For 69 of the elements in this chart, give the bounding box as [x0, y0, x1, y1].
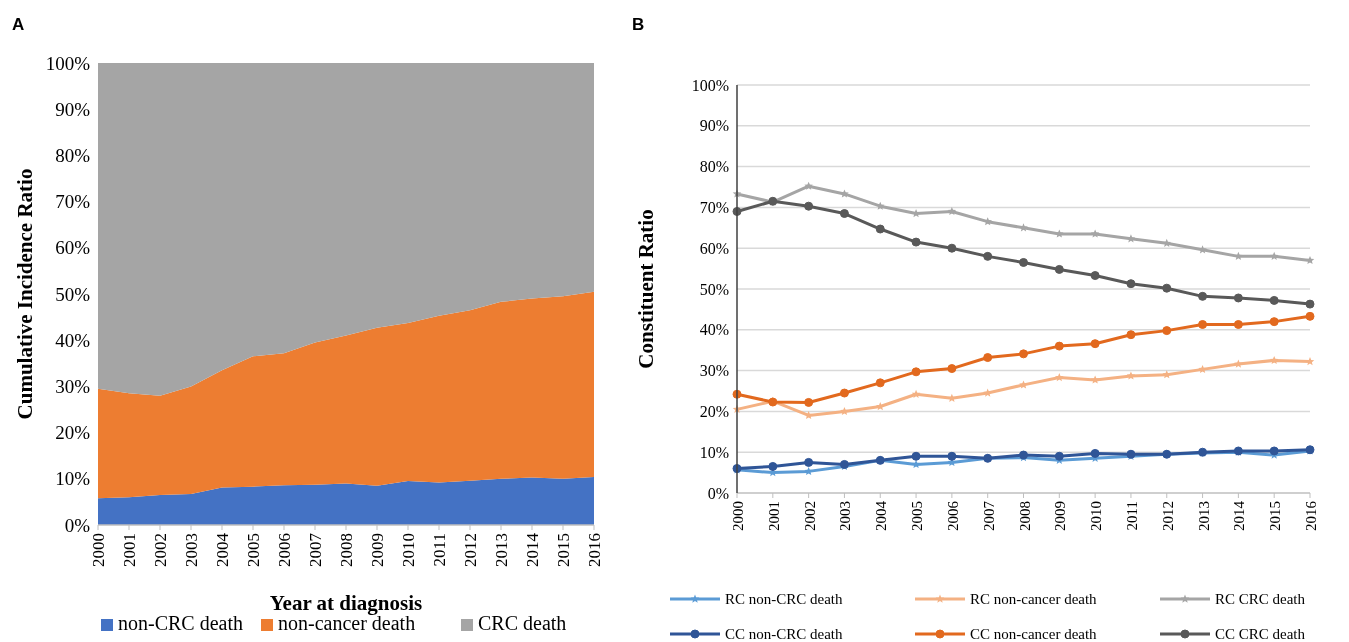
y-tick-label: 10% [55, 468, 91, 490]
y-tick-label: 80% [55, 145, 91, 167]
x-tick-label: 2006 [275, 533, 294, 567]
legend-label: RC non-CRC death [725, 591, 843, 607]
x-tick-label: 2016 [1303, 500, 1319, 531]
x-tick-label: 2013 [492, 533, 511, 567]
x-tick-label: 2009 [1052, 501, 1069, 531]
x-tick-label: 2005 [909, 501, 926, 531]
legend-label: CC non-CRC death [725, 626, 843, 642]
y-tick-label: 70% [55, 191, 91, 213]
x-tick-label: 2008 [1016, 501, 1033, 531]
y-tick-label: 10% [699, 443, 729, 461]
legend-label: CRC death [478, 612, 567, 634]
x-tick-label: 2005 [244, 533, 263, 567]
legend-label: RC non-cancer death [970, 591, 1098, 607]
x-tick-label: 2014 [523, 532, 542, 567]
y-tick-label: 20% [55, 422, 91, 444]
x-tick-label: 2015 [1267, 501, 1284, 531]
x-tick-label: 2007 [980, 500, 997, 531]
x-tick-label: 2012 [461, 533, 480, 567]
x-tick-label: 2008 [337, 533, 356, 567]
y-tick-label: 30% [55, 376, 91, 398]
y-tick-label: 100% [45, 52, 91, 74]
x-tick-label: 2003 [182, 533, 201, 567]
x-tick-label: 2011 [430, 533, 449, 567]
x-tick-label: 2006 [944, 500, 961, 531]
x-tick-label: 2001 [120, 533, 139, 567]
x-tick-label: 2000 [730, 501, 746, 531]
legend-label: CC non-cancer death [970, 626, 1098, 642]
x-tick-label: 2014 [1231, 500, 1248, 531]
y-tick-label: 90% [699, 117, 729, 135]
y-tick-label: 30% [699, 362, 729, 380]
x-tick-label: 2013 [1195, 501, 1212, 531]
x-tick-label: 2012 [1159, 501, 1176, 531]
legend-label: CC CRC death [1215, 626, 1306, 642]
y-axis-title: Cumulative Incidence Ratio [13, 168, 37, 420]
x-tick-label: 2004 [213, 532, 232, 567]
x-tick-label: 2003 [837, 501, 854, 531]
y-tick-label: 0% [707, 484, 729, 502]
y-tick-label: 20% [699, 403, 729, 420]
legend-label: RC CRC death [1215, 591, 1306, 607]
chart-title: A [12, 15, 25, 34]
x-tick-label: 2016 [585, 533, 604, 567]
x-tick-label: 2010 [1088, 501, 1105, 531]
y-axis-title: Constituent Ratio [634, 209, 658, 369]
y-tick-label: 0% [64, 514, 91, 536]
y-tick-label: 50% [55, 283, 91, 305]
x-tick-label: 2000 [89, 533, 108, 567]
x-tick-label: 2002 [151, 533, 170, 567]
x-tick-label: 2009 [368, 533, 387, 567]
chart-title: B [632, 15, 645, 34]
y-tick-label: 60% [55, 237, 91, 259]
x-tick-label: 2015 [554, 533, 573, 567]
x-tick-label: 2010 [399, 533, 418, 567]
x-tick-label: 2002 [801, 501, 818, 531]
y-tick-label: 70% [699, 199, 729, 216]
y-tick-label: 100% [691, 76, 729, 94]
y-tick-label: 80% [699, 158, 729, 176]
y-tick-label: 60% [699, 239, 729, 257]
y-tick-label: 40% [55, 329, 91, 351]
x-tick-label: 2007 [306, 532, 325, 567]
x-tick-label: 2004 [873, 500, 890, 531]
x-tick-label: 2011 [1123, 501, 1140, 531]
x-tick-label: 2001 [765, 501, 782, 531]
y-tick-label: 90% [55, 98, 91, 120]
legend-label: non-CRC death [118, 612, 243, 634]
y-tick-label: 50% [699, 280, 729, 298]
x-axis-title: Year at diagnosis [269, 591, 423, 615]
y-tick-label: 40% [699, 321, 729, 339]
